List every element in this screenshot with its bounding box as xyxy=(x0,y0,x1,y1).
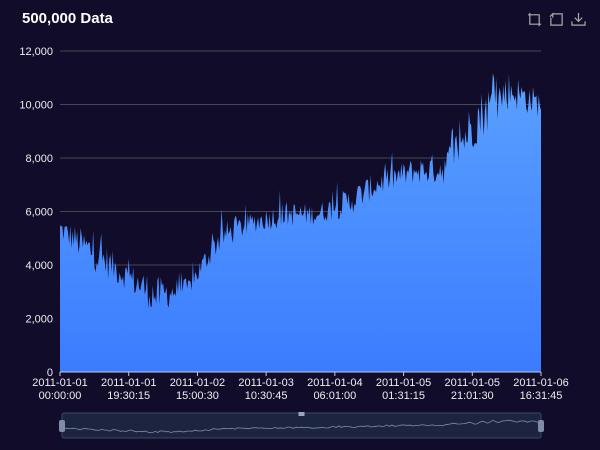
toolbox xyxy=(527,12,586,27)
x-tick-label: 06:01:00 xyxy=(313,390,356,402)
x-tick-label: 15:00:30 xyxy=(176,390,219,402)
x-tick-label: 01:31:15 xyxy=(382,390,425,402)
zoom-icon[interactable] xyxy=(527,12,542,27)
zoom-reset-icon[interactable] xyxy=(549,12,564,27)
y-axis: 0 2,000 4,000 6,000 8,000 10,000 12,000 xyxy=(19,46,53,379)
x-tick-label: 00:00:00 xyxy=(39,390,82,402)
download-icon[interactable] xyxy=(571,12,586,27)
x-tick-label: 2011-01-06 xyxy=(513,377,568,389)
y-tick-label: 8,000 xyxy=(25,153,53,165)
y-tick-label: 2,000 xyxy=(25,314,53,326)
x-tick-label: 2011-01-04 xyxy=(307,377,362,389)
x-tick-label: 2011-01-01 xyxy=(32,377,87,389)
datazoom-move-handle[interactable] xyxy=(298,412,305,416)
y-tick-label: 10,000 xyxy=(19,100,53,112)
datazoom-track[interactable] xyxy=(61,412,542,439)
y-tick-label: 0 xyxy=(47,367,53,379)
datazoom-right-handle[interactable] xyxy=(538,420,544,432)
x-tick-label: 21:01:30 xyxy=(451,390,494,402)
y-tick-label: 6,000 xyxy=(25,207,53,219)
x-tick-label: 10:30:45 xyxy=(245,390,288,402)
datazoom-slider[interactable] xyxy=(59,412,544,439)
y-tick-label: 4,000 xyxy=(25,260,53,272)
x-tick-label: 19:30:15 xyxy=(107,390,150,402)
datazoom-preview xyxy=(61,419,542,434)
x-tick-label: 2011-01-03 xyxy=(238,377,293,389)
series-area xyxy=(60,73,541,373)
x-axis: 2011-01-0100:00:002011-01-0119:30:152011… xyxy=(32,372,569,402)
x-tick-label: 2011-01-05 xyxy=(445,377,500,389)
x-tick-label: 2011-01-02 xyxy=(170,377,225,389)
y-tick-label: 12,000 xyxy=(19,46,53,58)
datazoom-left-handle[interactable] xyxy=(59,420,65,432)
x-tick-label: 2011-01-01 xyxy=(101,377,156,389)
chart-title: 500,000 Data xyxy=(22,10,113,27)
x-tick-label: 16:31:45 xyxy=(520,390,563,402)
x-tick-label: 2011-01-05 xyxy=(376,377,431,389)
